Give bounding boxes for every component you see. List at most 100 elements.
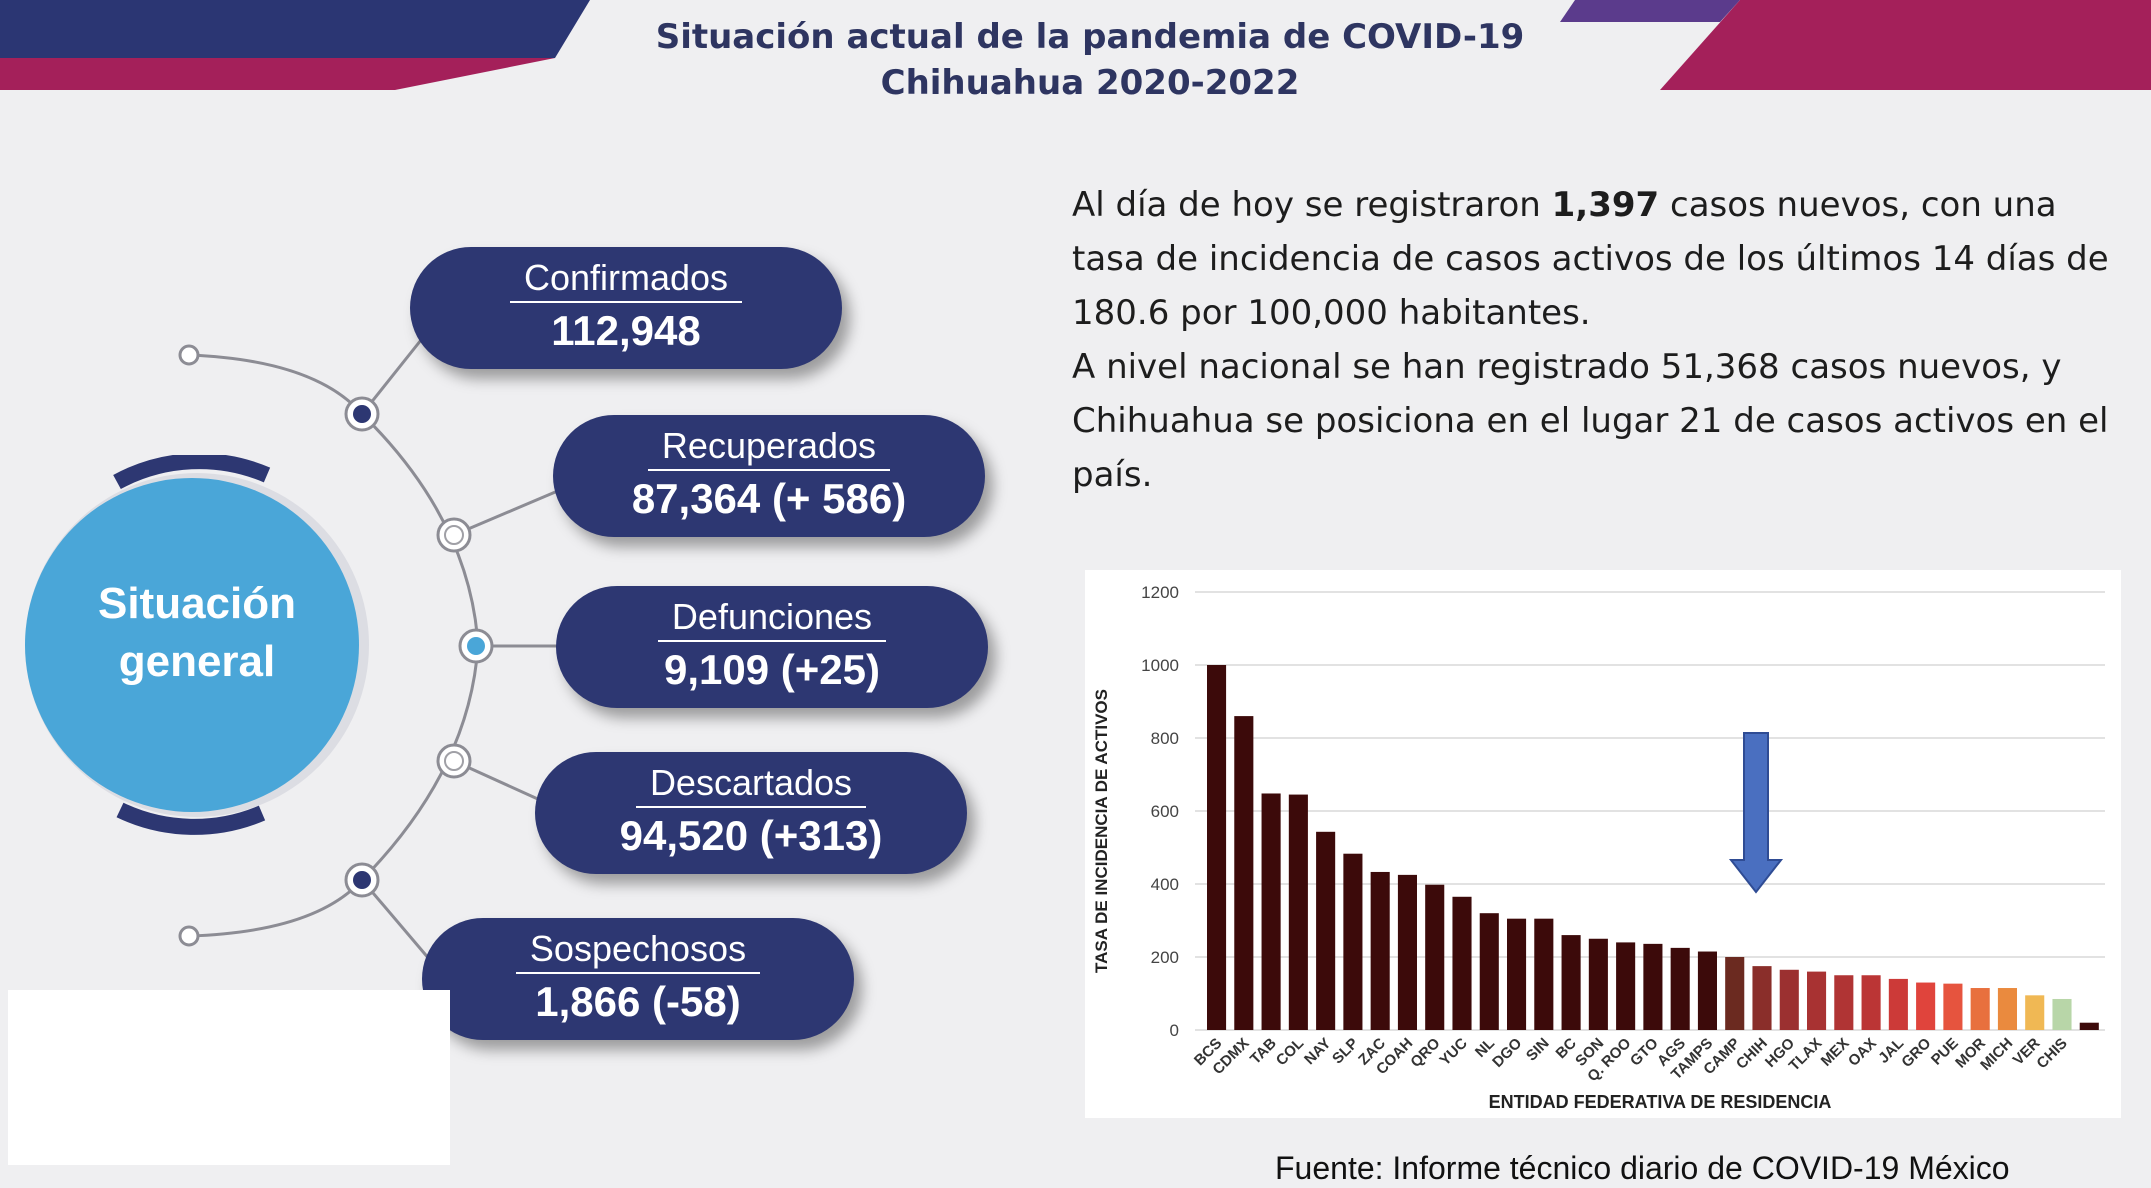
stat-descartados: Descartados 94,520 (+313)	[535, 752, 967, 874]
connector-diagram	[178, 334, 561, 961]
stat-recuperados: Recuperados 87,364 (+ 586)	[553, 415, 985, 537]
x-tick-label: YUC	[1436, 1035, 1471, 1070]
blank-panel	[8, 990, 450, 1165]
bar	[2052, 998, 2072, 1030]
bar	[1752, 966, 1772, 1030]
y-tick-label: 0	[1170, 1021, 1179, 1040]
x-tick-label: GTO	[1627, 1035, 1662, 1070]
end-node-bottom	[178, 925, 200, 947]
right-purple-stripe	[1560, 0, 1740, 22]
stat-confirmados: Confirmados 112,948	[410, 247, 842, 369]
x-tick-label: SIN	[1523, 1035, 1553, 1065]
bar	[1670, 947, 1690, 1030]
bar	[1534, 918, 1554, 1030]
bar	[1861, 975, 1881, 1030]
narrative-paragraph-2: A nivel nacional se han registrado 51,36…	[1072, 347, 2109, 495]
bar	[1343, 853, 1363, 1030]
stat-value: 112,948	[551, 307, 701, 354]
x-tick-label: CHIH	[1733, 1035, 1771, 1073]
x-tick-label: GRO	[1898, 1035, 1934, 1071]
x-tick-label: CHIS	[2033, 1035, 2070, 1072]
y-tick-label: 800	[1151, 729, 1179, 748]
bar	[1370, 871, 1390, 1030]
circle-graphic	[25, 453, 369, 835]
bar	[1697, 951, 1717, 1030]
stat-value: 87,364 (+ 586)	[631, 475, 907, 522]
y-tick-label: 200	[1151, 948, 1179, 967]
end-node-top	[178, 344, 200, 366]
bar	[1725, 957, 1745, 1030]
circle-label: Situación general	[97, 579, 297, 686]
bar	[1943, 983, 1963, 1030]
stat-value: 9,109 (+25)	[664, 646, 880, 693]
node-4-dot	[444, 751, 464, 771]
bar	[1888, 978, 1908, 1030]
left-navy-stripe	[0, 0, 590, 58]
bar	[1561, 935, 1581, 1030]
y-tick-label: 600	[1151, 802, 1179, 821]
summary-narrative: Al día de hoy se registraron 1,397 casos…	[1072, 178, 2132, 502]
bar	[1643, 943, 1663, 1030]
stat-value: 94,520 (+313)	[619, 812, 883, 859]
bar	[1479, 913, 1499, 1030]
title-line-1: Situación actual de la pandemia de COVID…	[655, 17, 1525, 57]
node-2-dot	[444, 525, 464, 545]
bar	[1588, 938, 1608, 1030]
situacion-general-circle: Situación general	[12, 453, 382, 835]
bar	[1507, 918, 1527, 1030]
node-5-dot	[353, 871, 371, 889]
bar	[1997, 988, 2017, 1030]
x-tick-label: NAY	[1301, 1035, 1334, 1068]
stat-label: Defunciones	[657, 596, 887, 642]
y-axis-label: TASA DE INCIDENCIA DE ACTIVOS	[1092, 689, 1111, 973]
bar	[1616, 942, 1636, 1030]
stat-label: Sospechosos	[515, 928, 761, 974]
node-1-dot	[353, 405, 371, 423]
chart-canvas: 020040060080010001200BCSCDMXTABCOLNAYSLP…	[1092, 583, 2105, 1112]
bar	[1970, 988, 1990, 1030]
stat-label: Recuperados	[647, 425, 891, 471]
x-tick-label: QRO	[1407, 1035, 1443, 1071]
stat-sospechosos: Sospechosos 1,866 (-58)	[422, 918, 854, 1040]
stat-label: Descartados	[635, 762, 867, 808]
highlight-arrow-icon	[1728, 732, 1784, 894]
bar	[1452, 896, 1472, 1030]
right-magenta-stripe	[1660, 0, 2151, 90]
y-tick-label: 1000	[1141, 656, 1179, 675]
circle-arc-top	[113, 453, 271, 490]
bar	[1397, 874, 1417, 1030]
connector-line-top	[188, 353, 364, 415]
x-tick-label: SLP	[1329, 1035, 1362, 1068]
bar	[1261, 793, 1281, 1030]
narrative-paragraph-1: Al día de hoy se registraron 1,397 casos…	[1072, 185, 2109, 333]
bar	[1425, 884, 1445, 1030]
bar	[1288, 794, 1308, 1030]
page-title: Situación actual de la pandemia de COVID…	[560, 14, 1620, 106]
bar	[2079, 1022, 2099, 1030]
stat-label: Confirmados	[509, 257, 743, 303]
x-tick-label: OAX	[1845, 1035, 1880, 1070]
bar	[1916, 982, 1936, 1030]
bar	[2025, 995, 2045, 1030]
stat-value: 1,866 (-58)	[535, 978, 741, 1025]
bar	[1234, 716, 1254, 1030]
x-tick-label: MICH	[1977, 1035, 2016, 1074]
bar	[1807, 971, 1827, 1030]
stat-defunciones: Defunciones 9,109 (+25)	[556, 586, 988, 708]
new-cases-count: 1,397	[1551, 185, 1660, 225]
x-tick-label: MEX	[1818, 1035, 1853, 1070]
connector-line-bottom	[188, 878, 364, 938]
x-tick-label: TAB	[1247, 1035, 1280, 1068]
circle-fill	[25, 478, 359, 812]
left-magenta-stripe	[0, 58, 555, 90]
bar	[1316, 831, 1336, 1030]
x-tick-label: DGO	[1489, 1035, 1525, 1071]
node-3-dot	[467, 637, 485, 655]
y-tick-label: 1200	[1141, 583, 1179, 602]
title-line-2: Chihuahua 2020-2022	[880, 63, 1300, 103]
incidence-chart: 0 200 400 600 800 1000 1200 BCS CDMX TAB COL NAY SLP…	[1085, 570, 2121, 1118]
y-tick-label: 400	[1151, 875, 1179, 894]
source-note: Fuente: Informe técnico diario de COVID-…	[1275, 1150, 2010, 1186]
connector-spoke-2	[453, 488, 561, 537]
